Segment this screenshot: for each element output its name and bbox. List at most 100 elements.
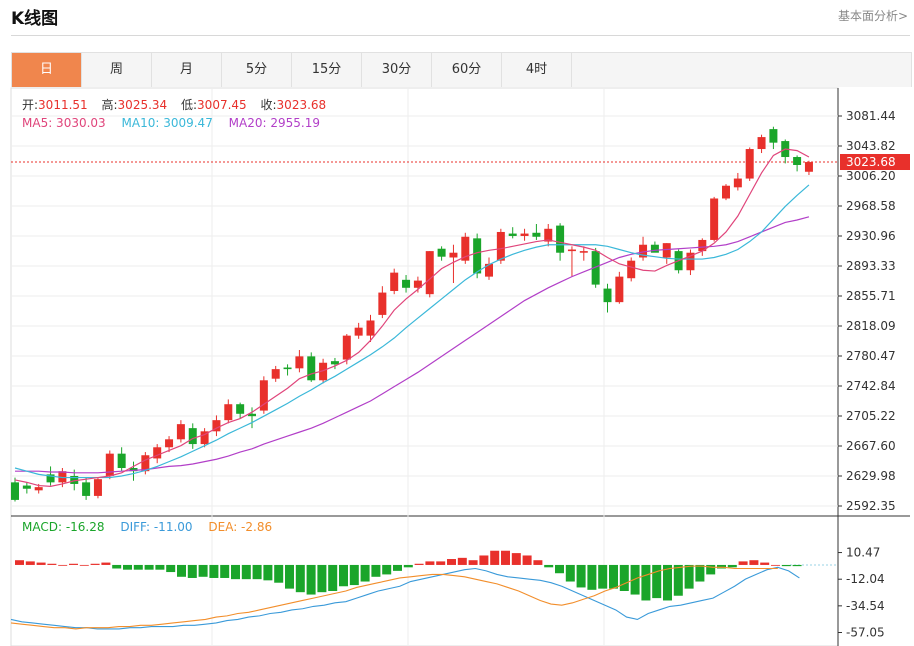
macd-bar-26 — [295, 564, 305, 593]
candle-body-17 — [212, 420, 221, 432]
macd-bar-42 — [468, 560, 478, 565]
tab-day[interactable]: 日 — [12, 53, 82, 87]
macd-bar-2 — [36, 562, 46, 565]
macd-bar-0 — [15, 560, 24, 565]
candle-body-39 — [473, 238, 482, 274]
macd-bar-68 — [749, 560, 759, 565]
ytick-label-13: 2592.35 — [846, 499, 896, 513]
candle-body-10 — [129, 468, 138, 472]
tab-4hour[interactable]: 4时 — [502, 53, 572, 87]
macd-bar-17 — [198, 564, 208, 577]
ytick-label-10: 2705.22 — [846, 409, 896, 423]
macd-bar-25 — [285, 564, 294, 589]
tab-30min[interactable]: 30分 — [362, 53, 432, 87]
tab-week[interactable]: 周 — [82, 53, 152, 87]
macd-bar-38 — [425, 561, 435, 565]
high-label: 高: — [102, 97, 118, 112]
macd-bar-47 — [522, 555, 532, 565]
chart-grid — [10, 87, 910, 646]
ma10-line — [14, 184, 810, 479]
macd-bar-64 — [706, 564, 716, 575]
macd-bar-18 — [209, 564, 219, 578]
candle-body-48 — [579, 251, 588, 253]
macd-group — [10, 550, 838, 630]
candle-body-45 — [544, 228, 553, 242]
candle-body-47 — [567, 249, 576, 252]
candle-body-20 — [248, 413, 256, 417]
macd-bar-4 — [58, 564, 68, 566]
tab-15min[interactable]: 15分 — [292, 53, 362, 87]
candle-body-38 — [461, 236, 470, 261]
candle-body-64 — [769, 129, 778, 143]
candle-body-55 — [662, 243, 671, 258]
ma-lines-group — [14, 148, 810, 487]
candle-body-42 — [508, 233, 517, 236]
tab-month[interactable]: 月 — [152, 53, 222, 87]
macd-bar-44 — [490, 550, 500, 565]
macd-bar-34 — [382, 564, 392, 575]
candle-body-13 — [165, 439, 174, 448]
macd-bar-57 — [630, 564, 640, 595]
macd-bar-33 — [371, 564, 381, 577]
macd-value: MACD: -16.28 — [22, 520, 105, 534]
candle-body-8 — [105, 453, 114, 476]
candle-body-44 — [532, 232, 541, 237]
dea-value: DEA: -2.86 — [208, 520, 272, 534]
ytick-label-8: 2780.47 — [846, 349, 896, 363]
macd-bar-70 — [771, 564, 780, 566]
macd-bar-61 — [673, 564, 683, 596]
ytick-label-9: 2742.84 — [846, 379, 896, 393]
ytick-label-11: 2667.60 — [846, 439, 896, 453]
dea-line — [10, 565, 778, 630]
macd-bar-31 — [349, 564, 359, 586]
ytick-label-0: 3081.44 — [846, 109, 896, 123]
candle-body-54 — [650, 244, 659, 253]
candle-body-31 — [378, 292, 387, 315]
candle-body-60 — [722, 185, 730, 199]
macd-bar-20 — [231, 564, 240, 580]
macd-bar-1 — [25, 561, 35, 565]
candle-body-40 — [485, 263, 493, 277]
candle-body-50 — [603, 288, 612, 303]
candle-body-43 — [520, 233, 529, 236]
candle-body-66 — [793, 157, 802, 165]
close-label: 收: — [261, 98, 277, 112]
candle-body-30 — [366, 320, 375, 336]
candle-body-1 — [22, 485, 31, 489]
fundamental-analysis-link[interactable]: 基本面分析> — [837, 9, 908, 23]
macd-bar-22 — [252, 564, 262, 580]
ohlc-readout: 开:3011.51 高:3025.34 低:3007.45 收:3023.68 — [22, 97, 326, 112]
macd-bar-72 — [792, 564, 802, 567]
tab-5min[interactable]: 5分 — [222, 53, 292, 87]
candle-body-29 — [354, 327, 363, 336]
candle-body-46 — [556, 225, 565, 253]
ma10-value: MA10: 3009.47 — [122, 116, 213, 130]
candle-body-33 — [402, 279, 411, 288]
macd-bar-27 — [306, 564, 316, 595]
ytick-label-5: 2893.33 — [846, 259, 896, 273]
ma20-value: MA20: 2955.19 — [229, 116, 320, 130]
candle-body-62 — [745, 149, 754, 179]
macd-tick-label-1: -12.04 — [846, 572, 885, 586]
macd-bar-16 — [187, 564, 197, 578]
price-axis: 3081.44 3043.82 3006.20 2968.58 2930.96 2893.… — [838, 109, 896, 640]
macd-bar-7 — [90, 563, 100, 565]
macd-bar-12 — [144, 564, 154, 570]
macd-bar-10 — [123, 564, 132, 570]
ytick-label-7: 2818.09 — [846, 319, 896, 333]
candle-body-49 — [591, 251, 600, 285]
macd-bar-50 — [555, 564, 564, 574]
macd-bar-24 — [274, 564, 284, 583]
macd-bar-63 — [695, 564, 705, 582]
close-value: 3023.68 — [277, 98, 327, 112]
chart-frame — [10, 87, 839, 646]
tab-60min[interactable]: 60分 — [432, 53, 502, 87]
macd-bar-51 — [565, 564, 575, 582]
candle-body-18 — [224, 404, 233, 421]
candle-body-34 — [413, 280, 422, 288]
candle-body-9 — [117, 453, 126, 469]
candle-body-16 — [200, 431, 209, 445]
candle-body-57 — [686, 252, 695, 271]
macd-bar-39 — [436, 561, 446, 565]
